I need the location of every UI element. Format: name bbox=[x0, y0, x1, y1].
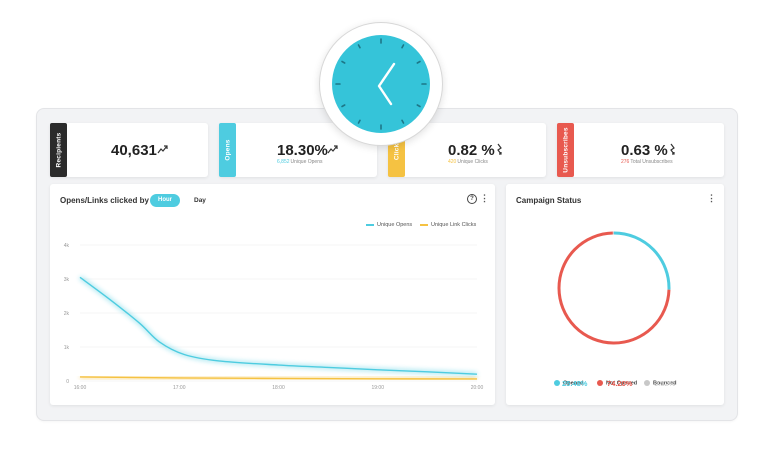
y-tick-label: 1k bbox=[64, 345, 70, 351]
status-legend-opened: Opened bbox=[554, 380, 583, 386]
trend-up-icon bbox=[327, 143, 339, 158]
status-value-not-opened: 74.20% bbox=[607, 379, 633, 388]
trend-up-icon bbox=[157, 143, 169, 158]
stat-sub-label: Unique Opens bbox=[290, 159, 323, 165]
stat-value: 40,631 bbox=[111, 142, 157, 159]
series-line-unique-opens bbox=[79, 276, 478, 375]
campaign-status-card: Campaign Status ⋮ bbox=[506, 184, 724, 405]
x-tick-label: 20:00 bbox=[471, 385, 484, 391]
more-options-icon[interactable]: ⋮ bbox=[707, 193, 716, 203]
trend-down-icon bbox=[668, 143, 678, 158]
stat-value: 18.30% bbox=[277, 142, 328, 159]
stat-card-unsubscribes[interactable]: Unsubscribes 0.63 % 276Total Unsubscribe… bbox=[557, 123, 724, 177]
stat-highlight: 276 bbox=[621, 159, 630, 165]
stat-sub-label: Total Unsubscribes bbox=[630, 159, 673, 165]
opens-line-chart: 0 1k 2k 3k 4k 16:00 17:00 18:00 19:00 20:00 bbox=[64, 243, 484, 391]
x-tick-label: 18:00 bbox=[272, 385, 285, 391]
series-line-unique-link-clicks bbox=[79, 376, 478, 380]
stat-value: 0.63 % bbox=[621, 142, 668, 159]
status-legend-not-opened: Not Opened bbox=[597, 380, 637, 386]
stat-label: Opens bbox=[224, 139, 231, 161]
y-tick-label: 2k bbox=[64, 311, 70, 317]
status-value-bounced: 0.32% bbox=[654, 379, 676, 388]
stat-side-tab: Recipients bbox=[50, 123, 67, 177]
tab-hour[interactable]: Hour bbox=[150, 194, 180, 207]
stat-value: 0.82 % bbox=[448, 142, 495, 159]
opens-chart-card: Opens/Links clicked by Hour Day ? ⋮ Uniq… bbox=[50, 184, 495, 405]
tab-day[interactable]: Day bbox=[194, 197, 206, 204]
stat-side-tab: Unsubscribes bbox=[557, 123, 574, 177]
x-tick-label: 19:00 bbox=[371, 385, 384, 391]
x-tick-label: 17:00 bbox=[173, 385, 186, 391]
stat-subtext: 6,852Unique Opens bbox=[277, 159, 322, 165]
stat-highlight: 420 bbox=[448, 159, 457, 165]
legend-label: Unique Opens bbox=[377, 222, 413, 228]
stat-sub-label: Unique Clicks bbox=[457, 159, 488, 165]
stat-highlight: 6,852 bbox=[277, 159, 290, 165]
x-tick-label: 16:00 bbox=[74, 385, 87, 391]
stat-card-recipients[interactable]: Recipients 40,631 bbox=[50, 123, 208, 177]
status-legend-label: Bounced bbox=[653, 380, 677, 387]
status-legend-label: Opened bbox=[563, 380, 584, 387]
y-tick-label: 0 bbox=[66, 379, 69, 385]
legend-unique-opens: Unique Opens bbox=[366, 222, 412, 228]
stat-side-tab: Opens bbox=[219, 123, 236, 177]
status-value-opened: 25.48% bbox=[562, 379, 588, 388]
legend-label: Unique Link Clicks bbox=[431, 222, 477, 228]
status-legend-bounced: Bounced bbox=[644, 380, 677, 386]
series-glow-unique-opens bbox=[78, 275, 478, 377]
y-tick-label: 4k bbox=[64, 243, 70, 249]
y-tick-label: 3k bbox=[64, 277, 70, 283]
help-icon[interactable]: ? bbox=[467, 194, 477, 204]
status-legend-label: Not Opened bbox=[606, 380, 638, 387]
more-options-icon[interactable]: ⋮ bbox=[480, 193, 489, 203]
opens-chart-title: Opens/Links clicked by bbox=[60, 196, 149, 205]
campaign-status-title: Campaign Status bbox=[516, 196, 582, 205]
stat-subtext: 276Total Unsubscribes bbox=[621, 159, 673, 165]
trend-down-icon bbox=[495, 143, 505, 158]
stat-label: Recipients bbox=[55, 132, 62, 168]
clock-icon bbox=[319, 22, 443, 146]
stat-label: Unsubscribes bbox=[562, 127, 569, 173]
stat-subtext: 420Unique Clicks bbox=[448, 159, 488, 165]
legend-unique-link-clicks: Unique Link Clicks bbox=[420, 222, 476, 228]
